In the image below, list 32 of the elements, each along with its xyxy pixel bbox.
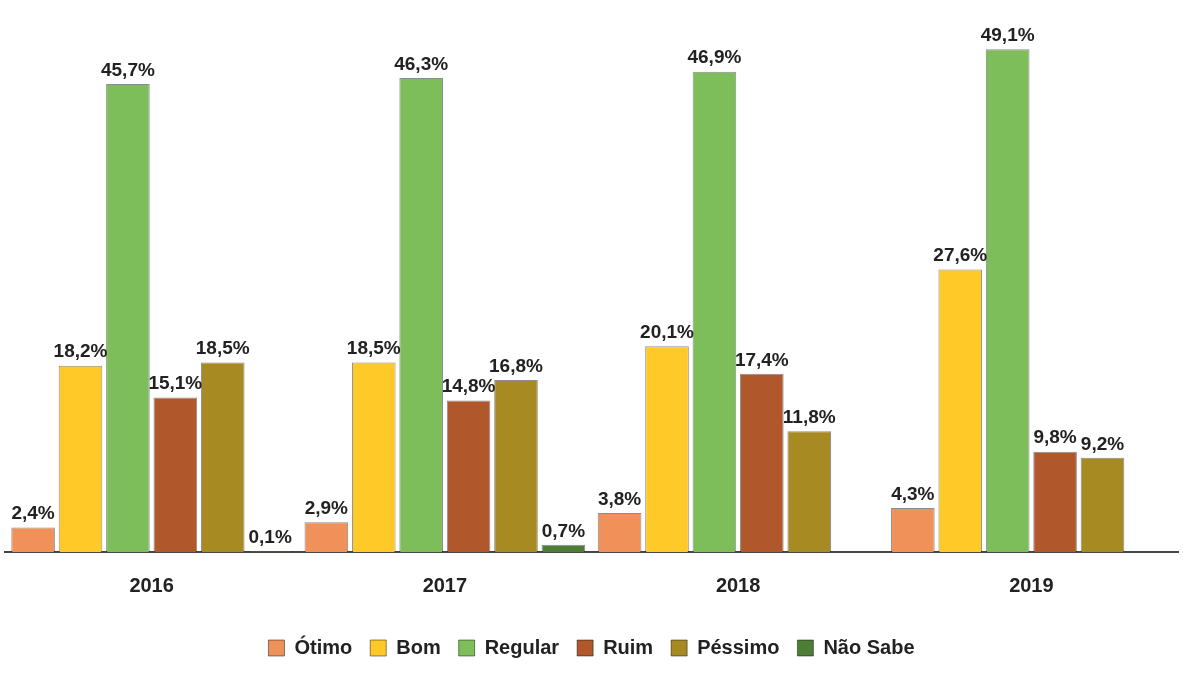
data-label: 0,7% bbox=[541, 519, 586, 541]
data-label: 11,8% bbox=[782, 405, 836, 427]
legend-label: Ótimo bbox=[294, 634, 353, 658]
data-label: 18,5% bbox=[195, 337, 250, 359]
x-tick-label: 2017 bbox=[422, 573, 468, 596]
data-label: 2,4% bbox=[11, 502, 55, 524]
data-label: 18,2% bbox=[53, 340, 108, 362]
legend-label: Bom bbox=[396, 635, 441, 658]
legend-label: Ruim bbox=[603, 635, 654, 658]
legend-label: Não Sabe bbox=[823, 635, 915, 658]
x-tick-label: 2019 bbox=[1009, 573, 1054, 596]
legend-label: Péssimo bbox=[697, 635, 780, 658]
data-label: 4,3% bbox=[891, 482, 935, 504]
x-tick-label: 2016 bbox=[129, 573, 174, 596]
data-label: 0,1% bbox=[248, 525, 292, 547]
data-label: 46,3% bbox=[394, 52, 449, 74]
data-label: 17,4% bbox=[734, 348, 789, 370]
data-label: 20,1% bbox=[640, 320, 695, 342]
data-label: 3,8% bbox=[597, 487, 642, 509]
data-label: 15,1% bbox=[148, 372, 203, 394]
legend-label: Regular bbox=[484, 635, 560, 658]
data-label: 46,9% bbox=[687, 46, 742, 68]
data-label: 2,9% bbox=[304, 497, 349, 519]
data-label: 45,7% bbox=[100, 58, 155, 80]
data-label: 16,8% bbox=[489, 354, 544, 376]
data-label: 49,1% bbox=[980, 23, 1035, 45]
data-label: 9,8% bbox=[1033, 426, 1077, 448]
data-label: 18,5% bbox=[346, 337, 401, 359]
data-label: 27,6% bbox=[933, 244, 988, 266]
data-label: 14,8% bbox=[441, 375, 496, 397]
x-tick-label: 2018 bbox=[715, 573, 761, 596]
data-label: 9,2% bbox=[1080, 432, 1125, 454]
